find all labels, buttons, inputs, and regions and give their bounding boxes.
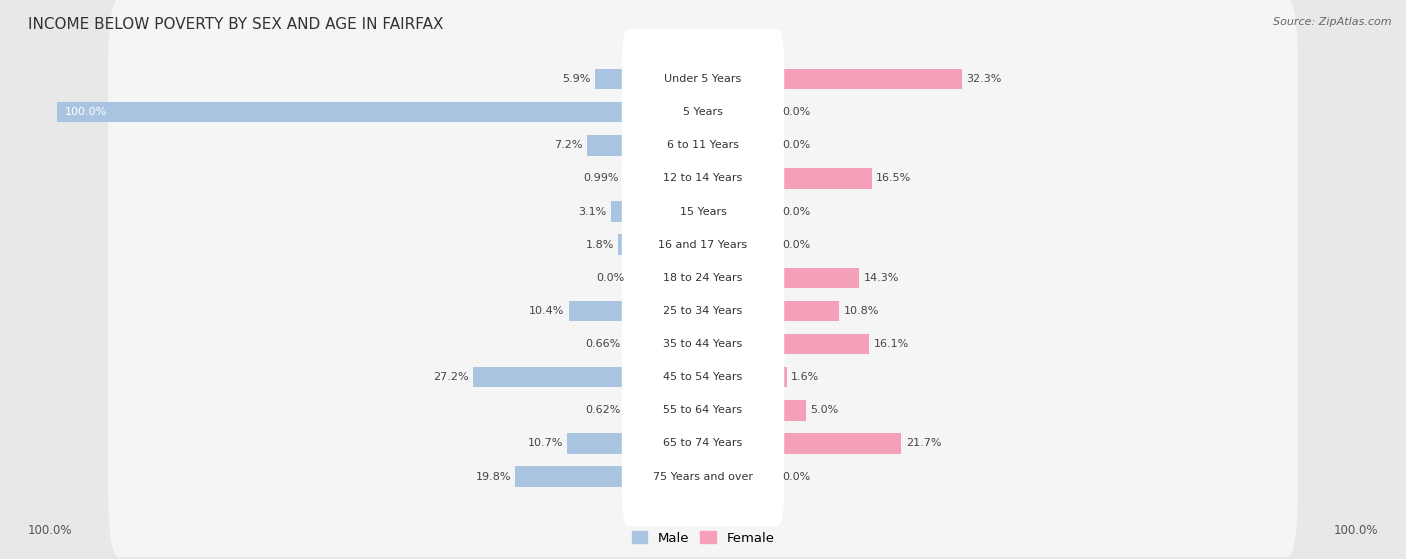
Bar bbox=[778, 168, 872, 189]
Text: 25 to 34 Years: 25 to 34 Years bbox=[664, 306, 742, 316]
Text: 19.8%: 19.8% bbox=[475, 472, 510, 482]
Bar bbox=[612, 201, 628, 222]
FancyBboxPatch shape bbox=[108, 131, 1298, 292]
Text: 12 to 14 Years: 12 to 14 Years bbox=[664, 173, 742, 183]
Bar bbox=[624, 334, 628, 354]
Text: 10.7%: 10.7% bbox=[527, 438, 562, 448]
FancyBboxPatch shape bbox=[108, 263, 1298, 425]
FancyBboxPatch shape bbox=[108, 31, 1298, 193]
FancyBboxPatch shape bbox=[108, 396, 1298, 557]
FancyBboxPatch shape bbox=[621, 96, 785, 195]
Text: 32.3%: 32.3% bbox=[967, 74, 1002, 84]
Legend: Male, Female: Male, Female bbox=[626, 526, 780, 550]
Bar bbox=[778, 334, 869, 354]
Text: 1.6%: 1.6% bbox=[792, 372, 820, 382]
Bar bbox=[778, 268, 859, 288]
Text: 65 to 74 Years: 65 to 74 Years bbox=[664, 438, 742, 448]
Text: 15 Years: 15 Years bbox=[679, 207, 727, 216]
Text: 0.0%: 0.0% bbox=[782, 207, 810, 216]
FancyBboxPatch shape bbox=[621, 195, 785, 295]
Text: INCOME BELOW POVERTY BY SEX AND AGE IN FAIRFAX: INCOME BELOW POVERTY BY SEX AND AGE IN F… bbox=[28, 17, 444, 32]
FancyBboxPatch shape bbox=[621, 129, 785, 229]
Text: 35 to 44 Years: 35 to 44 Years bbox=[664, 339, 742, 349]
Text: 16 and 17 Years: 16 and 17 Years bbox=[658, 240, 748, 250]
Text: 16.1%: 16.1% bbox=[875, 339, 910, 349]
Text: Under 5 Years: Under 5 Years bbox=[665, 74, 741, 84]
Bar bbox=[56, 102, 628, 122]
Text: 55 to 64 Years: 55 to 64 Years bbox=[664, 405, 742, 415]
Text: 100.0%: 100.0% bbox=[1333, 524, 1378, 537]
FancyBboxPatch shape bbox=[108, 230, 1298, 392]
Text: 0.99%: 0.99% bbox=[583, 173, 619, 183]
Bar bbox=[778, 69, 962, 89]
FancyBboxPatch shape bbox=[621, 228, 785, 328]
FancyBboxPatch shape bbox=[621, 162, 785, 262]
Text: 6 to 11 Years: 6 to 11 Years bbox=[666, 140, 740, 150]
Bar bbox=[626, 400, 628, 420]
Bar bbox=[778, 433, 901, 454]
Bar bbox=[778, 400, 806, 420]
FancyBboxPatch shape bbox=[108, 329, 1298, 491]
FancyBboxPatch shape bbox=[621, 294, 785, 394]
Text: 0.0%: 0.0% bbox=[782, 140, 810, 150]
Text: 0.0%: 0.0% bbox=[782, 240, 810, 250]
Bar bbox=[588, 135, 628, 155]
Text: 27.2%: 27.2% bbox=[433, 372, 468, 382]
FancyBboxPatch shape bbox=[621, 29, 785, 129]
FancyBboxPatch shape bbox=[621, 62, 785, 162]
Bar bbox=[516, 466, 628, 487]
Text: 0.0%: 0.0% bbox=[782, 472, 810, 482]
FancyBboxPatch shape bbox=[108, 164, 1298, 325]
FancyBboxPatch shape bbox=[108, 98, 1298, 259]
Text: 1.8%: 1.8% bbox=[585, 240, 614, 250]
Text: 10.4%: 10.4% bbox=[529, 306, 565, 316]
Text: 7.2%: 7.2% bbox=[554, 140, 583, 150]
FancyBboxPatch shape bbox=[621, 427, 785, 527]
FancyBboxPatch shape bbox=[621, 394, 785, 494]
FancyBboxPatch shape bbox=[108, 296, 1298, 458]
FancyBboxPatch shape bbox=[621, 327, 785, 427]
Text: 18 to 24 Years: 18 to 24 Years bbox=[664, 273, 742, 283]
Text: 21.7%: 21.7% bbox=[905, 438, 942, 448]
Text: 3.1%: 3.1% bbox=[578, 207, 606, 216]
Text: 5.0%: 5.0% bbox=[810, 405, 839, 415]
Bar bbox=[778, 301, 839, 321]
FancyBboxPatch shape bbox=[108, 197, 1298, 359]
Bar bbox=[778, 367, 786, 387]
FancyBboxPatch shape bbox=[108, 0, 1298, 160]
FancyBboxPatch shape bbox=[108, 64, 1298, 226]
Text: 10.8%: 10.8% bbox=[844, 306, 879, 316]
Text: Source: ZipAtlas.com: Source: ZipAtlas.com bbox=[1274, 17, 1392, 27]
Text: 5 Years: 5 Years bbox=[683, 107, 723, 117]
FancyBboxPatch shape bbox=[621, 261, 785, 361]
Bar bbox=[623, 168, 628, 189]
Text: 0.0%: 0.0% bbox=[596, 273, 624, 283]
Text: 75 Years and over: 75 Years and over bbox=[652, 472, 754, 482]
Text: 0.66%: 0.66% bbox=[585, 339, 620, 349]
Text: 16.5%: 16.5% bbox=[876, 173, 911, 183]
Text: 45 to 54 Years: 45 to 54 Years bbox=[664, 372, 742, 382]
Bar bbox=[595, 69, 628, 89]
Bar bbox=[619, 234, 628, 255]
Text: 14.3%: 14.3% bbox=[863, 273, 898, 283]
Text: 100.0%: 100.0% bbox=[65, 107, 107, 117]
Bar bbox=[472, 367, 628, 387]
Bar bbox=[569, 301, 628, 321]
Text: 0.62%: 0.62% bbox=[585, 405, 620, 415]
FancyBboxPatch shape bbox=[108, 363, 1298, 524]
Text: 0.0%: 0.0% bbox=[782, 107, 810, 117]
FancyBboxPatch shape bbox=[621, 361, 785, 461]
Text: 100.0%: 100.0% bbox=[28, 524, 73, 537]
Bar bbox=[568, 433, 628, 454]
Text: 5.9%: 5.9% bbox=[562, 74, 591, 84]
